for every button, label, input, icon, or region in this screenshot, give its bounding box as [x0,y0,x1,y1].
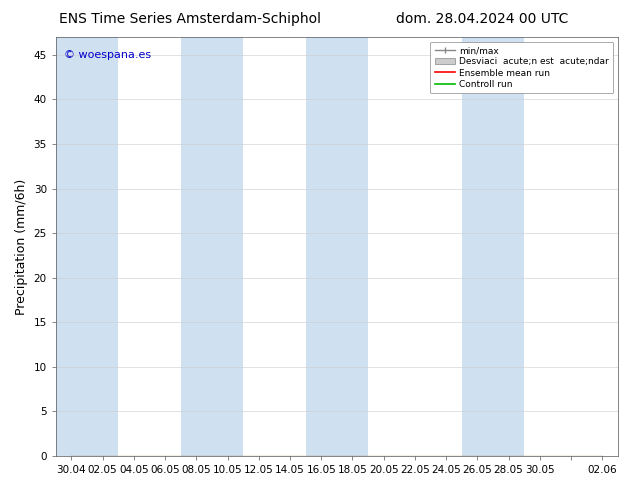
Y-axis label: Precipitation (mm/6h): Precipitation (mm/6h) [15,178,28,315]
Text: © woespana.es: © woespana.es [64,49,152,60]
Bar [462,37,524,456]
Text: ENS Time Series Amsterdam-Schiphol: ENS Time Series Amsterdam-Schiphol [59,12,321,26]
Text: dom. 28.04.2024 00 UTC: dom. 28.04.2024 00 UTC [396,12,568,26]
Legend: min/max, Desviaci  acute;n est  acute;ndar, Ensemble mean run, Controll run: min/max, Desviaci acute;n est acute;ndar… [430,42,613,94]
Bar [181,37,243,456]
Bar [56,37,119,456]
Bar [306,37,368,456]
